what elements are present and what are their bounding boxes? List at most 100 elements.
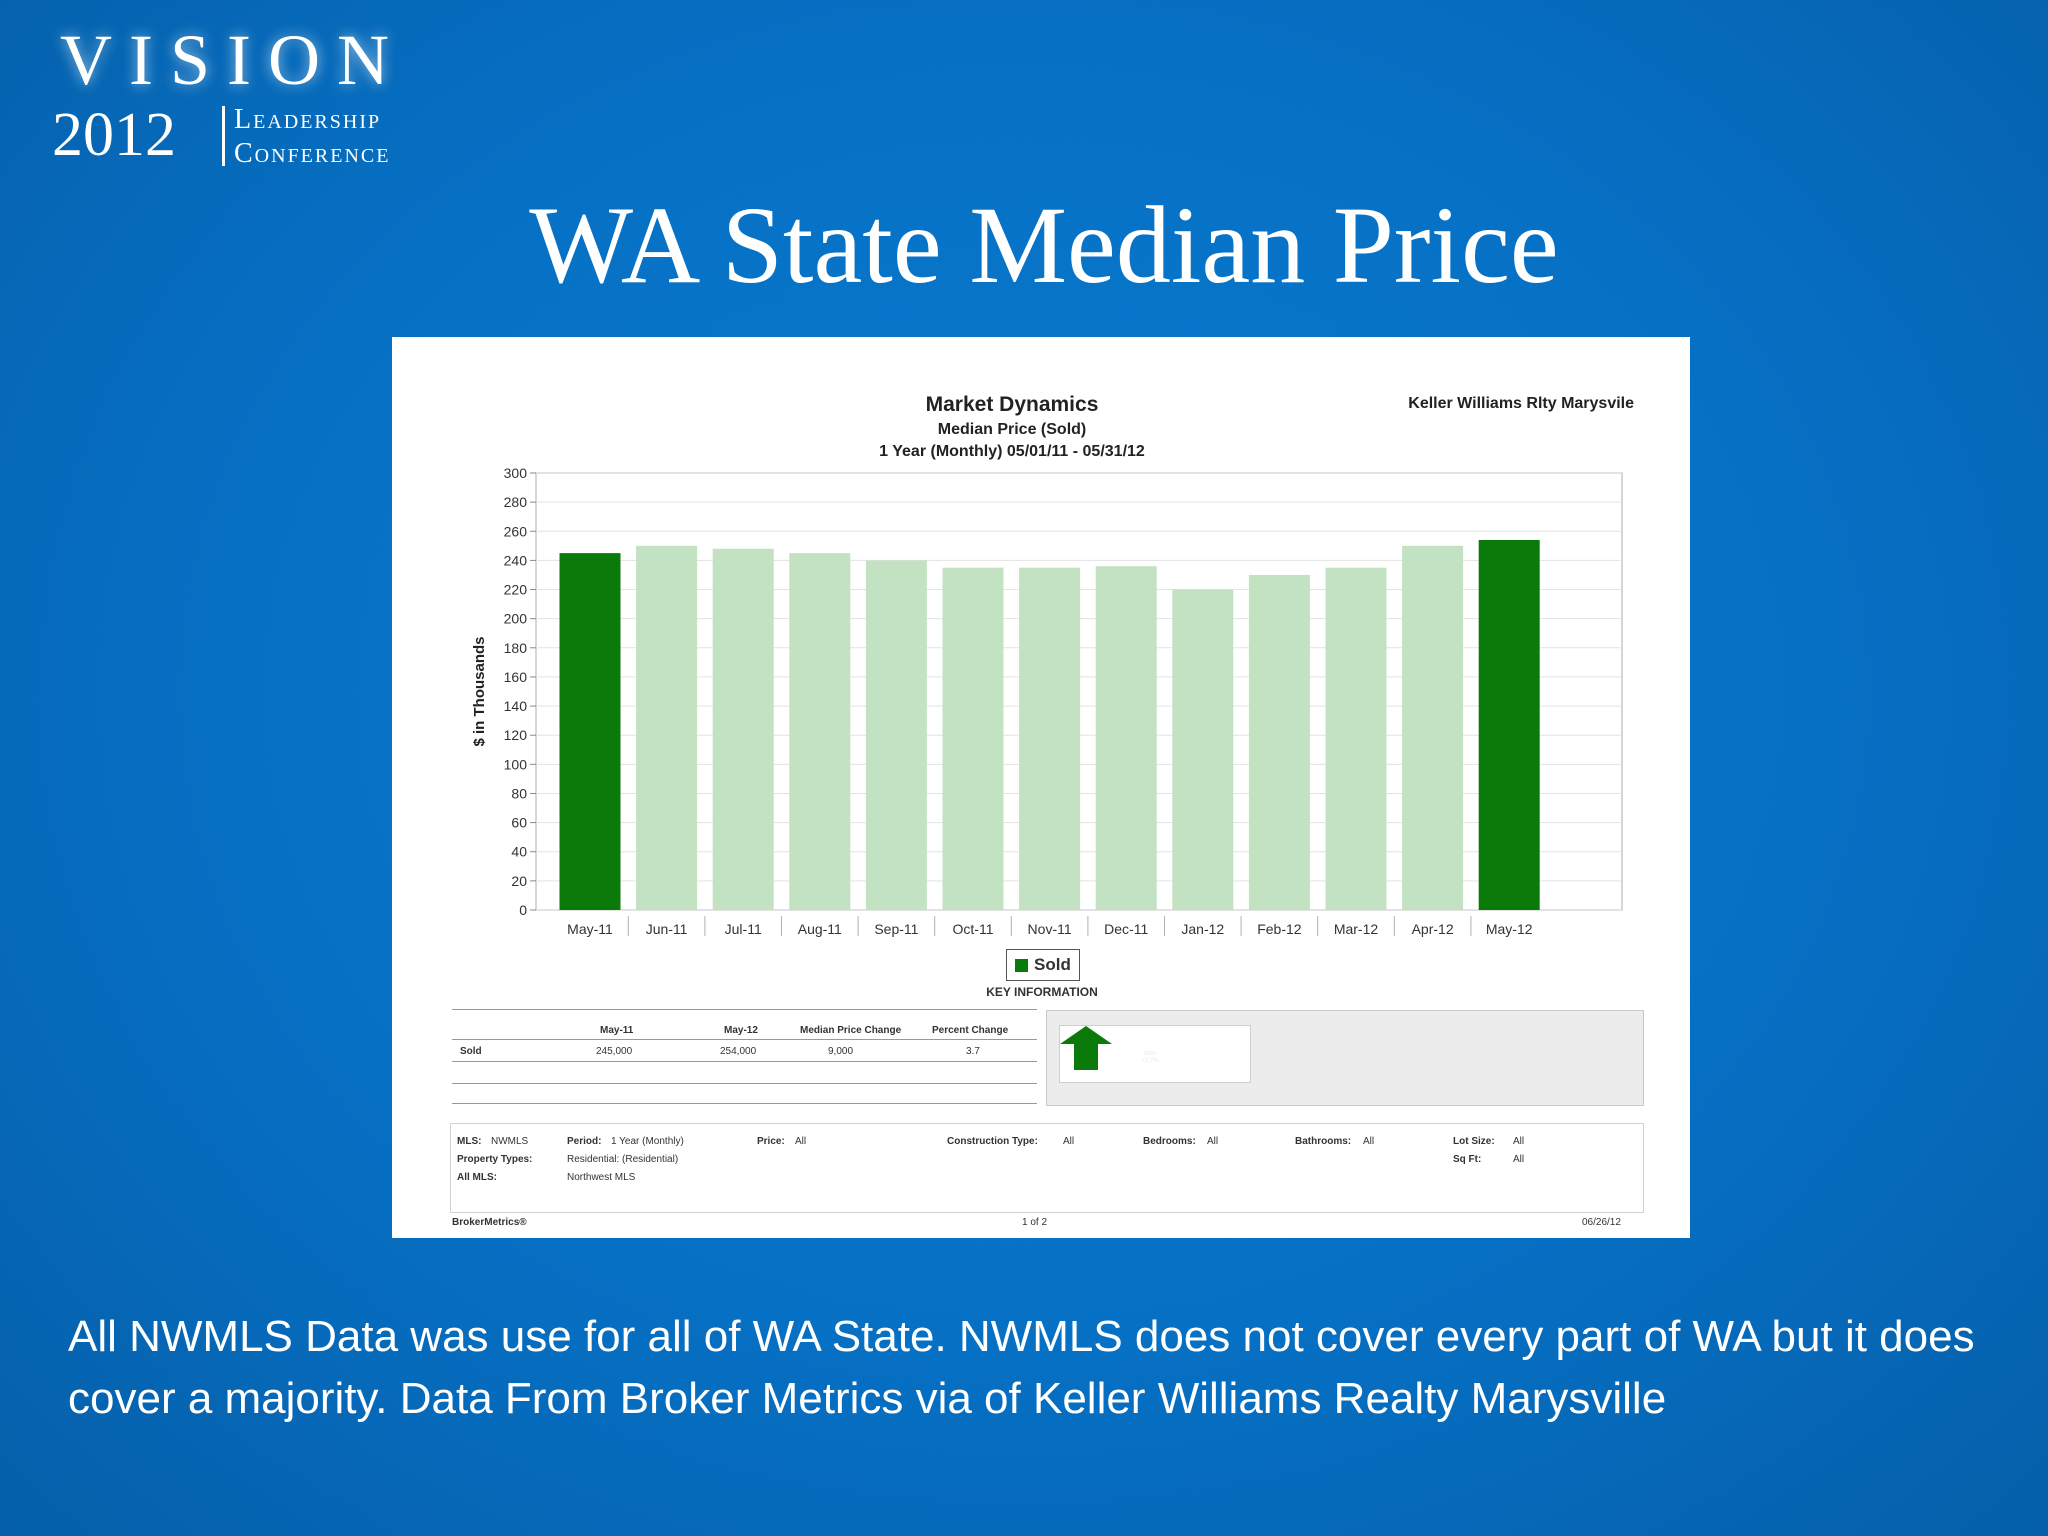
table-cell: 245,000 (596, 1046, 633, 1057)
bar-aug-11 (789, 553, 851, 910)
bathrooms-label: Bathrooms: (1295, 1136, 1352, 1147)
y-tick-label: 220 (504, 582, 528, 598)
bar-may-11 (559, 553, 621, 910)
table-cell: 9,000 (828, 1046, 854, 1057)
table-header: May-12 (724, 1025, 758, 1036)
construction-type-label: Construction Type: (947, 1136, 1038, 1147)
bar-jun-11 (636, 545, 698, 910)
logo-line-1: Leadership (234, 104, 382, 135)
table-rule (452, 1103, 1037, 1104)
sqft-value: All (1513, 1154, 1525, 1165)
y-tick-label: 180 (504, 640, 528, 656)
y-tick-label: 0 (519, 902, 527, 918)
y-axis-label: $ in Thousands (471, 636, 488, 746)
price-label: Price: (757, 1136, 785, 1147)
property-types-label: Property Types: (457, 1154, 533, 1165)
x-tick-label: May-12 (1486, 921, 1533, 937)
change-indicator-panel: Sold +3.7% (1046, 1010, 1644, 1106)
bedrooms-value: All (1207, 1136, 1219, 1147)
x-tick-label: Jan-12 (1181, 921, 1224, 937)
table-header: Median Price Change (800, 1025, 902, 1036)
bar-mar-12 (1325, 567, 1387, 910)
table-cell: 3.7 (966, 1046, 980, 1057)
y-tick-label: 60 (511, 815, 527, 831)
x-tick-label: Dec-11 (1104, 921, 1148, 937)
bar-may-12 (1478, 540, 1540, 910)
y-tick-label: 100 (504, 756, 528, 772)
bedrooms-label: Bedrooms: (1143, 1136, 1196, 1147)
logo-word: VISION (60, 20, 406, 100)
sqft-label: Sq Ft: (1453, 1154, 1482, 1165)
logo-line-2: Conference (234, 138, 391, 169)
bar-jan-12 (1172, 589, 1234, 910)
key-information-heading: KEY INFORMATION (986, 985, 1098, 999)
median-price-chart: 0 20 40 60 80 100 120 140 160 180 200 220 240 260 280 3… (471, 465, 1623, 937)
logo-divider (222, 106, 225, 166)
y-tick-label: 160 (504, 669, 528, 685)
bar-sep-11 (865, 560, 927, 910)
northwest-mls: Northwest MLS (567, 1172, 636, 1183)
period-value: 1 Year (Monthly) (611, 1136, 684, 1147)
mls-label: MLS: (457, 1136, 482, 1147)
up-arrow-label-1: Sold (1143, 1051, 1156, 1057)
property-types-value: Residential: (Residential) (567, 1154, 679, 1165)
table-row-label: Sold (460, 1046, 482, 1057)
bathrooms-value: All (1363, 1136, 1375, 1147)
y-tick-label: 240 (504, 552, 528, 568)
x-tick-label: Jul-11 (725, 921, 762, 937)
mls-value: NWMLS (491, 1136, 529, 1147)
legend-swatch-sold (1015, 958, 1028, 972)
y-tick-label: 20 (511, 873, 527, 889)
market-report: Market Dynamics Median Price (Sold) 1 Ye… (392, 337, 1690, 1238)
y-tick-label: 80 (511, 785, 527, 801)
table-header: May-11 (600, 1025, 634, 1036)
key-information-table: May-11 May-12 Median Price Change Percen… (452, 1009, 1037, 1107)
period-label: Period: (567, 1136, 602, 1147)
x-tick-label: Feb-12 (1257, 921, 1302, 937)
up-arrow-label: Sold +3.7% (1124, 1051, 1176, 1065)
report-company: Keller Williams Rlty Marysvile (1408, 395, 1634, 412)
x-tick-label: Nov-11 (1028, 921, 1072, 937)
x-tick-label: Sep-11 (874, 921, 918, 937)
bar-oct-11 (942, 567, 1004, 910)
bar-jul-11 (712, 548, 774, 910)
y-tick-label: 140 (504, 698, 528, 714)
lot-size-label: Lot Size: (1453, 1136, 1495, 1147)
lot-size-value: All (1513, 1136, 1525, 1147)
x-tick-label: Aug-11 (798, 921, 842, 937)
report-title: Market Dynamics (925, 393, 1099, 416)
up-arrow-label-2: +3.7% (1141, 1058, 1159, 1064)
change-indicator: Sold +3.7% (1059, 1025, 1251, 1083)
footer-date: 06/26/12 (1582, 1217, 1621, 1228)
report-subtitle: Median Price (Sold) (937, 421, 1087, 438)
y-tick-label: 200 (504, 611, 528, 627)
y-tick-label: 280 (504, 494, 528, 510)
table-cell: 254,000 (720, 1046, 757, 1057)
bar-nov-11 (1019, 567, 1081, 910)
up-arrow-icon (1060, 1026, 1112, 1070)
table-header: Percent Change (932, 1025, 1009, 1036)
slide-title: WA State Median Price (529, 184, 1559, 306)
chart-legend: Sold (1006, 949, 1080, 981)
slide-caption: All NWMLS Data was use for all of WA Sta… (68, 1312, 1975, 1423)
table-rule (452, 1083, 1037, 1084)
table-rule (452, 1039, 1037, 1040)
legend-label-sold: Sold (1034, 955, 1071, 974)
report-period: 1 Year (Monthly) 05/01/11 - 05/31/12 (879, 443, 1145, 460)
bar-feb-12 (1248, 574, 1310, 910)
y-tick-label: 120 (504, 727, 528, 743)
y-tick-label: 300 (504, 465, 528, 481)
construction-type-value: All (1063, 1136, 1075, 1147)
x-tick-label: Mar-12 (1334, 921, 1379, 937)
footer-brand: BrokerMetrics® (452, 1217, 527, 1228)
logo-year: 2012 (52, 101, 176, 169)
y-tick-label: 40 (511, 844, 527, 860)
table-rule (452, 1009, 1037, 1010)
x-tick-label: Oct-11 (953, 921, 994, 937)
x-tick-label: May-11 (567, 921, 613, 937)
criteria-box: MLS: NWMLS Property Types: Residential: … (450, 1123, 1644, 1213)
x-tick-label: Apr-12 (1412, 921, 1454, 937)
bar-dec-11 (1095, 566, 1157, 910)
footer-page: 1 of 2 (1022, 1217, 1048, 1228)
y-tick-label: 260 (504, 523, 528, 539)
